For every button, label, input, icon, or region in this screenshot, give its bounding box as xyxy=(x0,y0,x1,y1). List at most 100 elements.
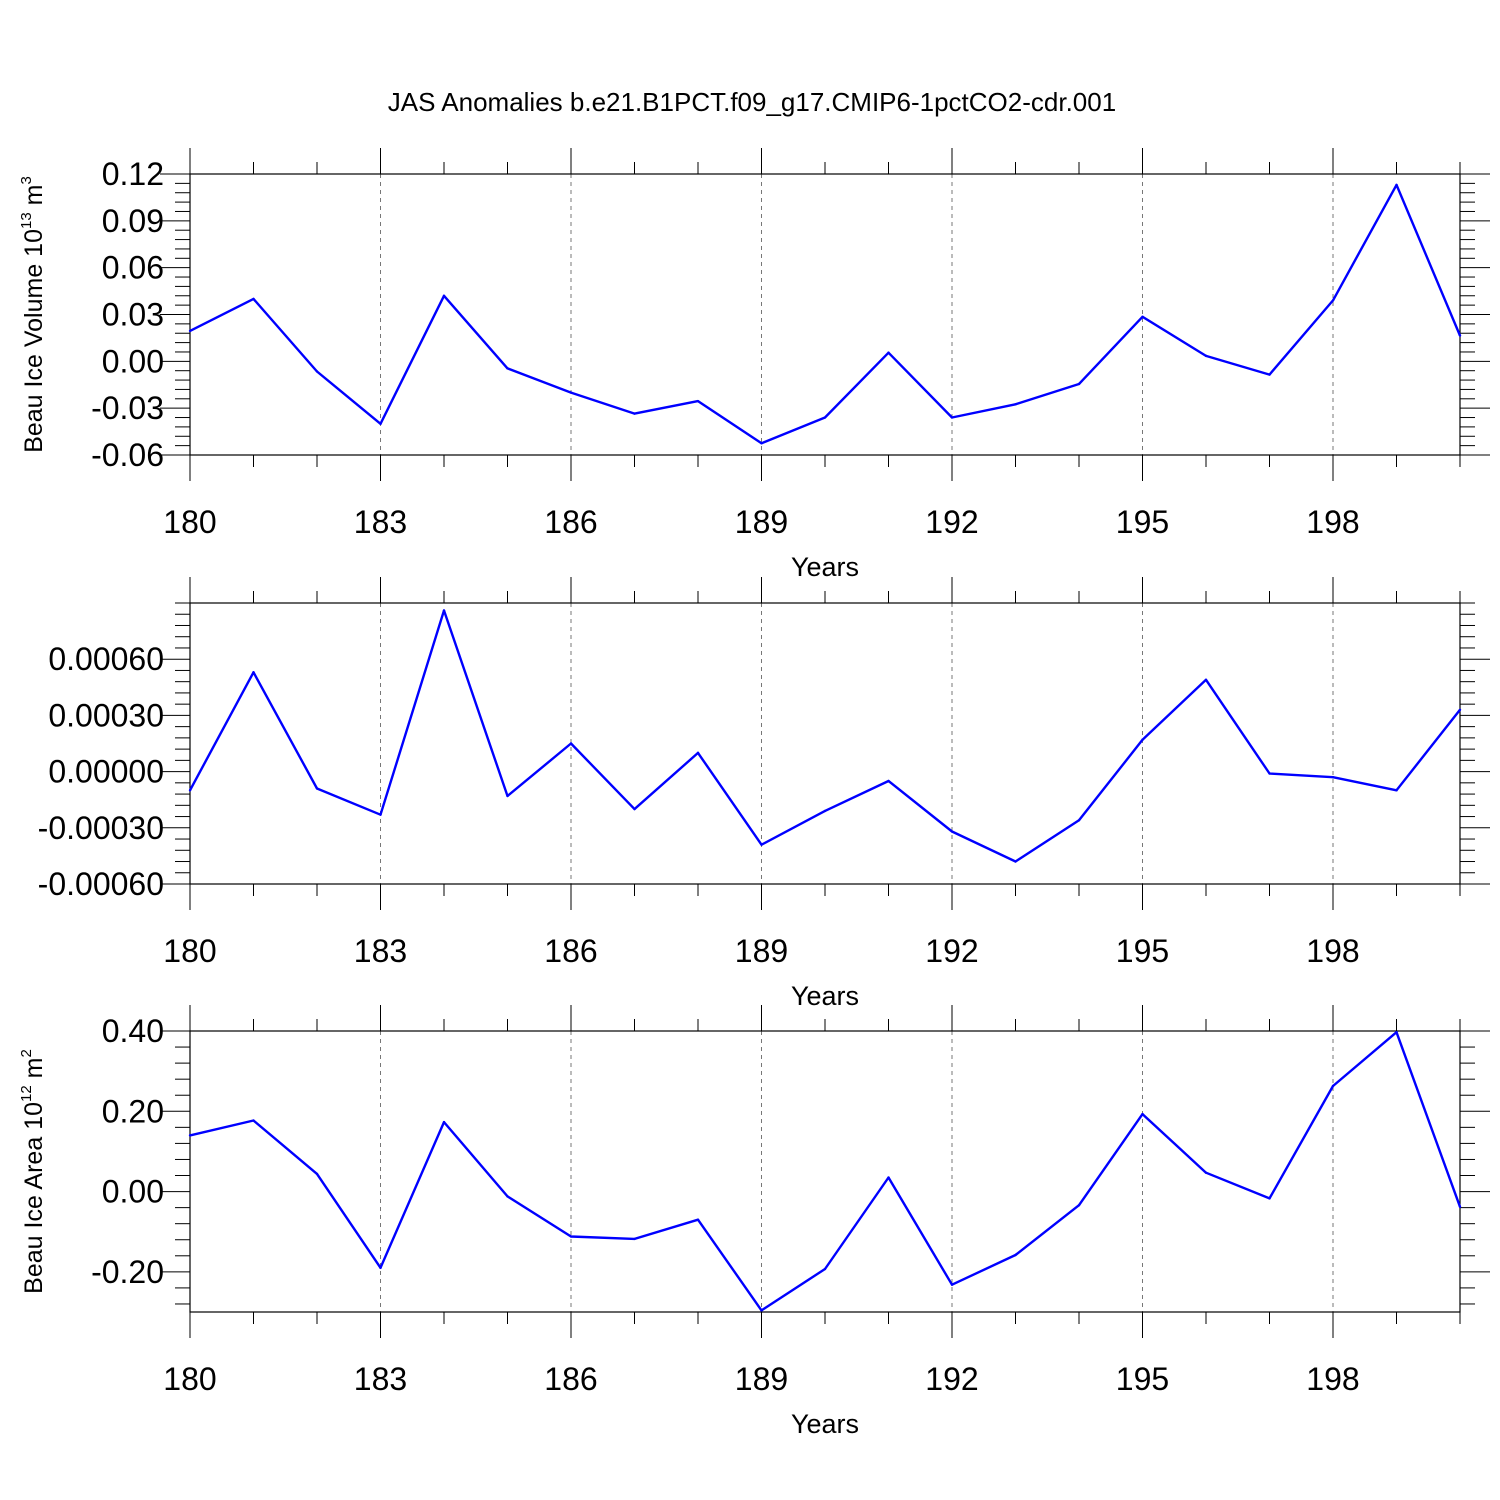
data-point xyxy=(1141,738,1144,741)
x-tick-label: 186 xyxy=(544,504,597,540)
data-point xyxy=(1077,819,1081,822)
data-point xyxy=(1458,1205,1462,1209)
data-point xyxy=(823,809,827,813)
y-tick-label: -0.03 xyxy=(91,390,164,426)
data-point xyxy=(696,751,700,755)
series-line xyxy=(188,609,1461,863)
data-point xyxy=(1141,315,1144,319)
y-label-superscript: 13 xyxy=(18,212,35,229)
y-tick-label: -0.00030 xyxy=(38,810,164,846)
data-point xyxy=(887,779,890,783)
x-tick-label: 195 xyxy=(1116,933,1169,969)
data-point xyxy=(188,789,192,792)
x-tick-label: 183 xyxy=(354,504,407,540)
x-tick-label: 186 xyxy=(544,933,597,969)
data-point xyxy=(823,1267,827,1271)
x-tick-label: 189 xyxy=(735,933,788,969)
data-point xyxy=(379,813,382,816)
x-tick-label: 198 xyxy=(1306,933,1359,969)
data-point xyxy=(823,416,827,419)
data-point xyxy=(1204,354,1208,358)
data-point xyxy=(442,294,446,297)
y-label-superscript: 2 xyxy=(18,1049,35,1057)
data-point xyxy=(1014,1253,1017,1257)
data-point xyxy=(442,1120,446,1124)
y-tick-label: -0.06 xyxy=(91,437,164,473)
y-tick-label: -0.00060 xyxy=(38,866,164,902)
data-point xyxy=(1014,403,1017,406)
data-point xyxy=(315,1172,319,1176)
y-label-superscript: 3 xyxy=(18,176,35,184)
data-point xyxy=(950,1283,954,1286)
y-tick-label: 0.12 xyxy=(102,156,164,192)
data-point xyxy=(1395,1031,1398,1034)
y-label-text: Beau Ice Area 10 xyxy=(20,1102,48,1294)
data-point xyxy=(379,1266,382,1270)
x-tick-label: 198 xyxy=(1306,504,1359,540)
x-tick-label: 195 xyxy=(1116,504,1169,540)
x-tick-label: 183 xyxy=(354,933,407,969)
x-tick-label: 195 xyxy=(1116,1361,1169,1397)
data-point xyxy=(188,1134,192,1137)
x-tick-label: 180 xyxy=(163,1361,216,1397)
data-point xyxy=(1331,299,1335,302)
panel-3: 0.40 0.20 0.00 -0.20 180 183 186 189 192 195 198 Ye… xyxy=(18,1005,1490,1439)
data-point xyxy=(633,412,636,415)
data-point xyxy=(1331,1084,1335,1088)
panel-1: 0.12 0.09 0.06 0.03 0.00 -0.03 -0.06 180 183 186 1… xyxy=(18,148,1490,582)
data-point xyxy=(1268,1197,1271,1200)
y-tick-label: -0.20 xyxy=(91,1254,164,1290)
x-tick-label: 183 xyxy=(354,1361,407,1397)
x-tick-label: 189 xyxy=(735,1361,788,1397)
x-axis-label: Years xyxy=(791,981,859,1011)
data-point xyxy=(1014,860,1017,863)
data-point xyxy=(760,843,763,846)
panel-2: 0.00060 0.00030 0.00000 -0.00030 -0.00060 180… xyxy=(38,577,1490,1011)
x-tick-label: 192 xyxy=(925,1361,978,1397)
data-point xyxy=(252,671,255,674)
data-point xyxy=(760,442,763,445)
data-point xyxy=(506,367,509,370)
data-point xyxy=(506,794,509,798)
y-tick-label: 0.09 xyxy=(102,203,164,239)
y-label-text: m xyxy=(20,1058,48,1086)
data-point xyxy=(1458,708,1462,711)
data-point xyxy=(1395,789,1398,792)
y-label-text: m xyxy=(20,185,48,213)
y-tick-label: 0.00030 xyxy=(48,697,164,733)
data-point xyxy=(633,807,636,811)
panels: 0.12 0.09 0.06 0.03 0.00 -0.03 -0.06 180 183 186 1… xyxy=(18,148,1490,1439)
data-point xyxy=(252,297,255,301)
y-axis-label: Beau Ice Area 1012 m2 xyxy=(18,1049,48,1294)
x-tick-label: 192 xyxy=(925,933,978,969)
data-point xyxy=(315,787,319,790)
data-point xyxy=(887,351,890,354)
y-label-superscript: 12 xyxy=(18,1085,35,1102)
data-point xyxy=(950,416,954,419)
data-point xyxy=(950,830,954,833)
y-tick-label: 0.06 xyxy=(102,250,164,286)
x-tick-label: 186 xyxy=(544,1361,597,1397)
y-tick-label: 0.00000 xyxy=(48,754,164,790)
chart-title: JAS Anomalies b.e21.B1PCT.f09_g17.CMIP6-… xyxy=(388,87,1116,117)
data-point xyxy=(887,1176,890,1179)
x-tick-label: 198 xyxy=(1306,1361,1359,1397)
data-point xyxy=(569,742,573,745)
data-point xyxy=(1204,1171,1208,1174)
y-tick-label: 0.00 xyxy=(102,1174,164,1210)
data-point xyxy=(569,391,573,394)
y-tick-label: 0.40 xyxy=(102,1013,164,1049)
x-tick-label: 189 xyxy=(735,504,788,540)
y-tick-label: 0.20 xyxy=(102,1093,164,1129)
data-point xyxy=(188,329,192,333)
data-point xyxy=(1141,1112,1144,1116)
data-point xyxy=(1268,373,1271,376)
data-point xyxy=(633,1237,636,1241)
x-tick-label: 180 xyxy=(163,933,216,969)
data-point xyxy=(1331,776,1335,779)
data-point xyxy=(1268,772,1271,775)
data-point xyxy=(442,609,446,612)
y-tick-label: 0.03 xyxy=(102,297,164,333)
data-point xyxy=(379,422,382,425)
